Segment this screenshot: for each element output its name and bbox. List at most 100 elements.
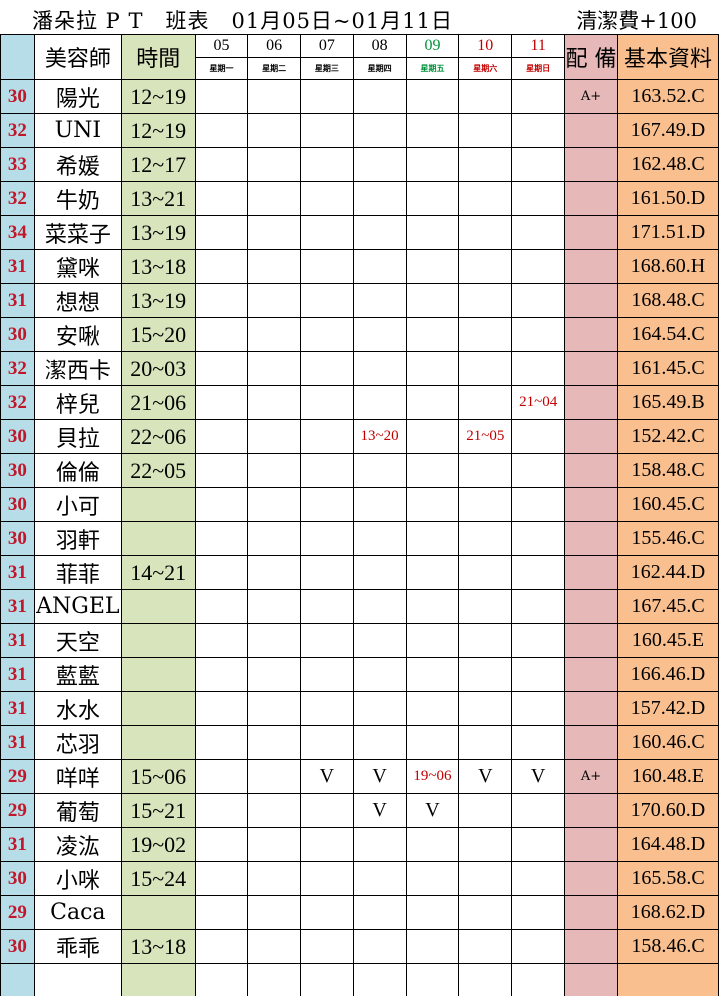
name-header[interactable]: 美容師 xyxy=(33,34,122,80)
day-cell-10[interactable] xyxy=(458,895,513,930)
info-cell[interactable]: 158.48.C xyxy=(617,453,719,488)
day-cell-06[interactable] xyxy=(247,623,301,658)
day-cell-07[interactable] xyxy=(300,861,354,896)
day-cell-09[interactable] xyxy=(405,725,460,760)
weekday-09[interactable]: 星期五 xyxy=(405,57,460,80)
day-cell-10[interactable] xyxy=(458,861,513,896)
day-cell-11[interactable] xyxy=(511,419,566,454)
day-cell-07[interactable] xyxy=(300,215,354,250)
day-cell-09[interactable] xyxy=(405,113,460,148)
weekday-08[interactable]: 星期四 xyxy=(352,57,407,80)
day-cell-08[interactable] xyxy=(352,79,407,114)
day-cell-10[interactable] xyxy=(458,555,513,590)
info-cell[interactable]: 160.45.C xyxy=(617,487,719,522)
time-cell[interactable] xyxy=(120,963,196,996)
age-cell[interactable]: 32 xyxy=(0,385,35,420)
day-cell-09[interactable] xyxy=(405,521,460,556)
day-cell-07[interactable] xyxy=(300,691,354,726)
time-cell[interactable]: 13~21 xyxy=(120,181,196,216)
age-cell[interactable]: 30 xyxy=(0,521,35,556)
day-cell-09[interactable] xyxy=(405,385,460,420)
day-number-11[interactable]: 11 xyxy=(511,34,566,58)
info-cell[interactable]: 168.60.H xyxy=(617,249,719,284)
time-cell[interactable]: 15~24 xyxy=(120,861,196,896)
day-cell-10[interactable] xyxy=(458,113,513,148)
day-cell-09[interactable] xyxy=(405,487,460,522)
day-cell-11[interactable] xyxy=(511,351,566,386)
time-cell[interactable]: 15~21 xyxy=(120,793,196,828)
info-cell[interactable]: 160.48.E xyxy=(617,759,719,794)
name-cell[interactable]: 梓兒 xyxy=(33,385,122,420)
day-cell-07[interactable] xyxy=(300,623,354,658)
day-cell-07[interactable]: V xyxy=(300,759,354,794)
note-cell[interactable]: A+ xyxy=(564,79,619,114)
day-cell-05[interactable] xyxy=(194,283,249,318)
day-cell-11[interactable] xyxy=(511,147,566,182)
day-cell-06[interactable] xyxy=(247,181,301,216)
note-cell[interactable] xyxy=(564,283,619,318)
time-cell[interactable]: 13~19 xyxy=(120,283,196,318)
note-cell[interactable] xyxy=(564,827,619,862)
day-cell-06[interactable] xyxy=(247,351,301,386)
info-cell[interactable]: 161.45.C xyxy=(617,351,719,386)
day-cell-06[interactable] xyxy=(247,419,301,454)
day-cell-08[interactable] xyxy=(352,453,407,488)
day-cell-05[interactable] xyxy=(194,249,249,284)
day-cell-06[interactable] xyxy=(247,929,301,964)
age-cell[interactable]: 31 xyxy=(0,691,35,726)
day-cell-08[interactable]: 13~20 xyxy=(352,419,407,454)
name-cell[interactable]: 凌汯 xyxy=(33,827,122,862)
day-cell-11[interactable] xyxy=(511,793,566,828)
info-cell[interactable]: 160.46.C xyxy=(617,725,719,760)
day-cell-10[interactable]: 21~05 xyxy=(458,419,513,454)
name-cell[interactable]: 陽光 xyxy=(33,79,122,114)
day-cell-08[interactable]: V xyxy=(352,793,407,828)
note-cell[interactable] xyxy=(564,793,619,828)
info-cell[interactable]: 167.45.C xyxy=(617,589,719,624)
day-cell-10[interactable] xyxy=(458,487,513,522)
day-cell-09[interactable] xyxy=(405,555,460,590)
day-cell-11[interactable] xyxy=(511,521,566,556)
day-cell-10[interactable] xyxy=(458,657,513,692)
day-cell-09[interactable] xyxy=(405,589,460,624)
day-cell-11[interactable] xyxy=(511,963,566,996)
day-cell-08[interactable] xyxy=(352,691,407,726)
info-header[interactable]: 基本資料 xyxy=(617,34,719,80)
day-cell-10[interactable] xyxy=(458,963,513,996)
time-cell[interactable]: 12~19 xyxy=(120,79,196,114)
day-cell-06[interactable] xyxy=(247,827,301,862)
day-cell-07[interactable] xyxy=(300,181,354,216)
day-cell-11[interactable] xyxy=(511,555,566,590)
day-cell-06[interactable] xyxy=(247,759,301,794)
name-cell[interactable]: 菜菜子 xyxy=(33,215,122,250)
age-cell[interactable]: 30 xyxy=(0,317,35,352)
time-cell[interactable]: 15~06 xyxy=(120,759,196,794)
day-cell-10[interactable] xyxy=(458,385,513,420)
age-cell[interactable]: 34 xyxy=(0,215,35,250)
day-cell-05[interactable] xyxy=(194,827,249,862)
info-cell[interactable] xyxy=(617,963,719,996)
day-cell-07[interactable] xyxy=(300,521,354,556)
name-cell[interactable]: Caca xyxy=(33,895,122,930)
weekday-05[interactable]: 星期一 xyxy=(194,57,249,80)
day-cell-06[interactable] xyxy=(247,79,301,114)
day-cell-07[interactable] xyxy=(300,555,354,590)
day-cell-06[interactable] xyxy=(247,589,301,624)
day-cell-05[interactable] xyxy=(194,861,249,896)
day-number-06[interactable]: 06 xyxy=(247,34,301,58)
day-cell-06[interactable] xyxy=(247,385,301,420)
day-cell-11[interactable] xyxy=(511,657,566,692)
day-cell-08[interactable] xyxy=(352,249,407,284)
info-cell[interactable]: 166.46.D xyxy=(617,657,719,692)
age-cell[interactable]: 29 xyxy=(0,793,35,828)
note-cell[interactable] xyxy=(564,113,619,148)
note-cell[interactable] xyxy=(564,861,619,896)
day-cell-06[interactable] xyxy=(247,453,301,488)
time-cell[interactable] xyxy=(120,521,196,556)
info-cell[interactable]: 164.54.C xyxy=(617,317,719,352)
name-cell[interactable]: 水水 xyxy=(33,691,122,726)
day-cell-05[interactable] xyxy=(194,589,249,624)
day-cell-09[interactable] xyxy=(405,929,460,964)
day-cell-05[interactable] xyxy=(194,793,249,828)
day-cell-08[interactable] xyxy=(352,827,407,862)
